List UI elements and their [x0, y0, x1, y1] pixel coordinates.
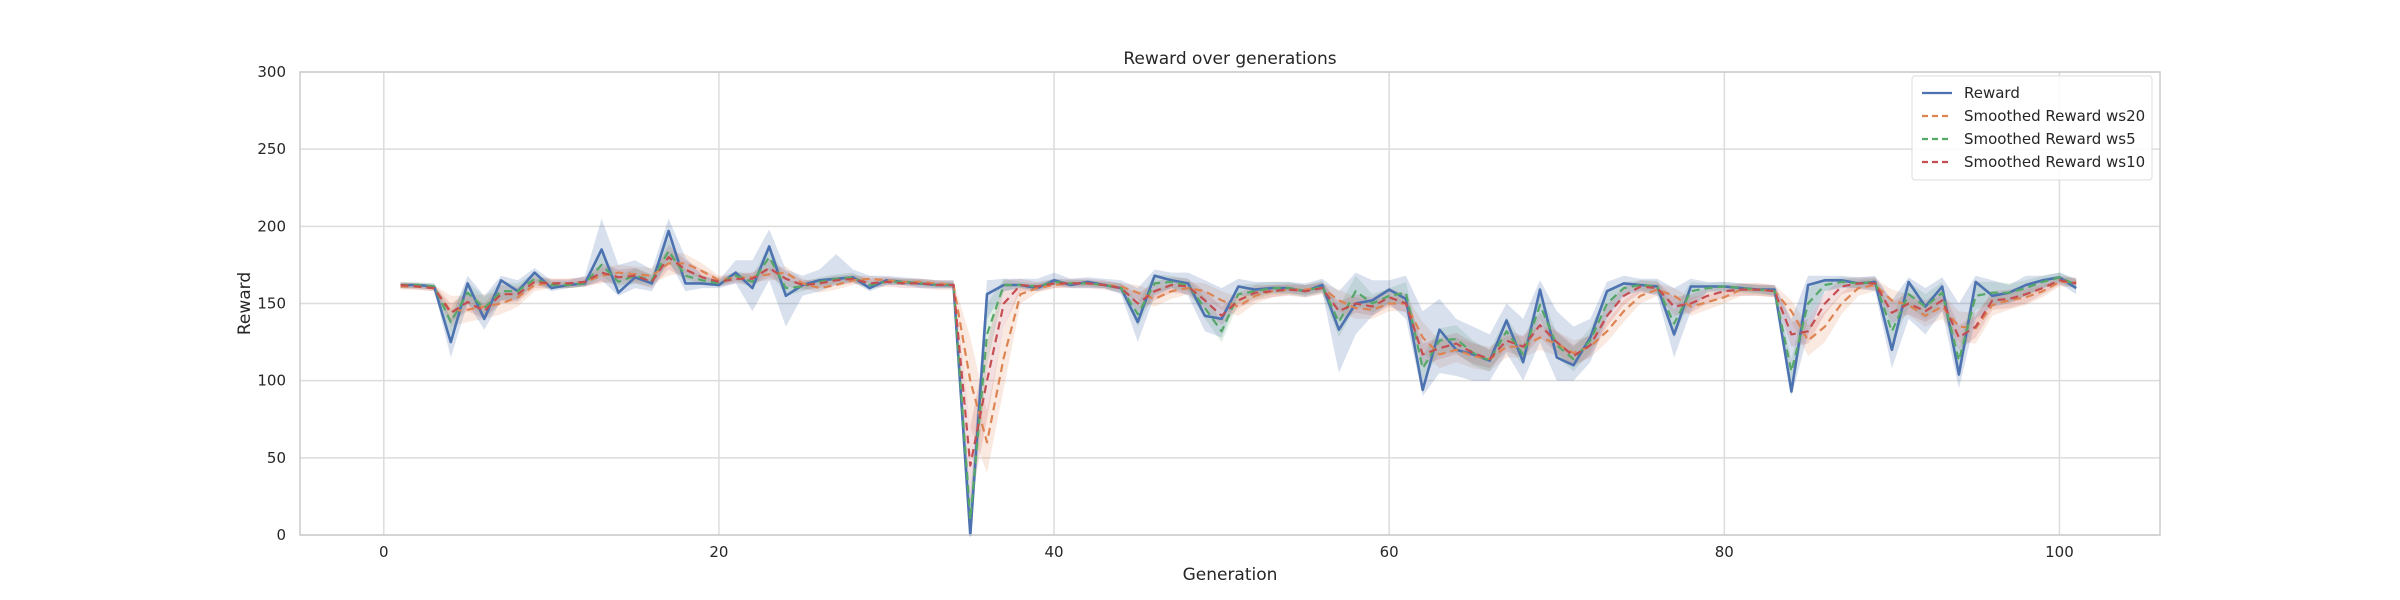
y-tick-label: 50 — [267, 449, 286, 467]
plot-frame — [299, 71, 2161, 536]
series-lines — [400, 229, 2077, 537]
x-tick-label: 0 — [379, 543, 389, 561]
series-line-smoothed-reward-ws10 — [400, 256, 2077, 467]
x-tick-label: 20 — [709, 543, 728, 561]
x-tick-label: 40 — [1045, 543, 1064, 561]
band-smoothed-reward-ws5 — [400, 238, 2077, 535]
chart-title: Reward over generations — [1123, 49, 1336, 69]
legend-box — [1911, 75, 2153, 181]
legend-label: Smoothed Reward ws20 — [1964, 107, 2145, 125]
chart-legend: Reward Smoothed Reward ws20 Smoothed Rewar… — [1911, 75, 2153, 181]
x-axis-ticks: 0 20 40 60 80 100 — [379, 543, 2074, 561]
y-tick-label: 100 — [257, 372, 286, 390]
y-tick-label: 0 — [276, 526, 286, 544]
y-tick-label: 200 — [257, 217, 286, 235]
series-line-smoothed-reward-ws20 — [400, 262, 2077, 444]
legend-label: Reward — [1964, 84, 2020, 102]
y-tick-label: 300 — [257, 63, 286, 81]
legend-items: Reward Smoothed Reward ws20 Smoothed Rewar… — [1922, 84, 2145, 171]
y-axis-ticks: 0 50 100 150 200 250 300 — [257, 63, 286, 544]
confidence-bands — [400, 218, 2077, 535]
legend-label: Smoothed Reward ws10 — [1964, 153, 2145, 171]
x-tick-label: 100 — [2045, 543, 2074, 561]
x-tick-label: 80 — [1715, 543, 1734, 561]
series-line-smoothed-reward-ws5 — [400, 249, 2077, 521]
y-axis-title: Reward — [235, 272, 255, 335]
y-tick-label: 250 — [257, 140, 286, 158]
legend-label: Smoothed Reward ws5 — [1964, 130, 2136, 148]
band-reward — [400, 218, 2077, 535]
y-tick-label: 150 — [257, 295, 286, 313]
x-axis-title: Generation — [1183, 565, 1278, 585]
x-tick-label: 60 — [1380, 543, 1399, 561]
